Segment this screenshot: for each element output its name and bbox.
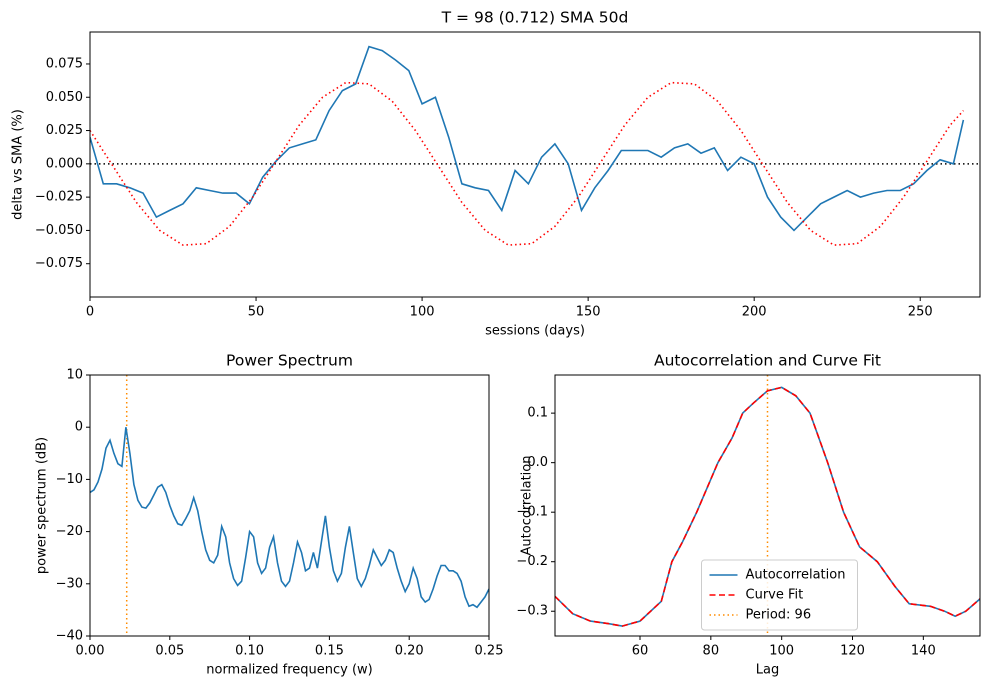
x-tick-label: 100 bbox=[410, 305, 435, 320]
y-axis-label: Autocorrelation bbox=[520, 456, 535, 556]
x-axis-label: sessions (days) bbox=[485, 324, 585, 339]
plot-area bbox=[90, 375, 489, 636]
chart-title: T = 98 (0.712) SMA 50d bbox=[441, 9, 629, 27]
plot-area bbox=[90, 45, 980, 246]
x-tick-label: 0 bbox=[86, 305, 94, 320]
legend-label: Period: 96 bbox=[746, 608, 812, 623]
y-tick-label: −40 bbox=[56, 629, 83, 644]
x-axis-label: normalized frequency (w) bbox=[206, 663, 372, 678]
y-tick-label: −10 bbox=[56, 472, 83, 487]
y-tick-label: −0.2 bbox=[516, 554, 548, 569]
x-tick-label: 150 bbox=[576, 305, 601, 320]
x-tick-label: 0.05 bbox=[155, 644, 184, 659]
y-tick-label: −20 bbox=[56, 524, 83, 539]
y-tick-label: 0.050 bbox=[46, 90, 83, 105]
y-axis-label: delta vs SMA (%) bbox=[11, 109, 26, 220]
y-tick-label: 0.0 bbox=[527, 455, 548, 470]
x-tick-label: 200 bbox=[742, 305, 767, 320]
x-tick-label: 0.10 bbox=[235, 644, 264, 659]
y-tick-label: 10 bbox=[66, 368, 83, 383]
x-tick-label: 0.25 bbox=[475, 644, 504, 659]
y-tick-label: −0.025 bbox=[35, 190, 83, 205]
y-tick-label: 0.000 bbox=[46, 156, 83, 171]
x-tick-label: 0.15 bbox=[315, 644, 344, 659]
axes-frame bbox=[89, 31, 981, 298]
y-tick-label: 0.1 bbox=[527, 406, 548, 421]
x-tick-label: 0.00 bbox=[76, 644, 105, 659]
x-tick-label: 60 bbox=[632, 644, 649, 659]
axes-frame bbox=[89, 374, 490, 637]
y-tick-label: −0.3 bbox=[516, 604, 548, 619]
x-axis-label: Lag bbox=[756, 663, 779, 678]
y-tick-label: −30 bbox=[56, 576, 83, 591]
data-line bbox=[90, 427, 489, 609]
y-tick-label: 0.075 bbox=[46, 56, 83, 71]
data-line bbox=[555, 386, 980, 627]
x-tick-label: 140 bbox=[911, 644, 936, 659]
y-axis-label: power spectrum (dB) bbox=[35, 437, 50, 574]
x-tick-label: 0.20 bbox=[395, 644, 424, 659]
axes-frame bbox=[554, 374, 981, 637]
x-tick-label: 100 bbox=[769, 644, 794, 659]
chart-title: Autocorrelation and Curve Fit bbox=[654, 352, 881, 370]
x-tick-label: 80 bbox=[703, 644, 720, 659]
legend-label: Curve Fit bbox=[746, 588, 804, 603]
legend-box bbox=[701, 559, 858, 631]
data-line bbox=[90, 45, 965, 232]
x-tick-label: 250 bbox=[908, 305, 933, 320]
x-tick-label: 50 bbox=[248, 305, 265, 320]
y-tick-label: 0 bbox=[75, 420, 83, 435]
y-tick-label: −0.075 bbox=[35, 256, 83, 271]
y-tick-label: −0.1 bbox=[516, 505, 548, 520]
x-tick-label: 120 bbox=[840, 644, 865, 659]
chart-title: Power Spectrum bbox=[226, 352, 353, 370]
legend-label: Autocorrelation bbox=[746, 568, 846, 583]
y-tick-label: −0.050 bbox=[35, 223, 83, 238]
y-tick-label: 0.025 bbox=[46, 123, 83, 138]
